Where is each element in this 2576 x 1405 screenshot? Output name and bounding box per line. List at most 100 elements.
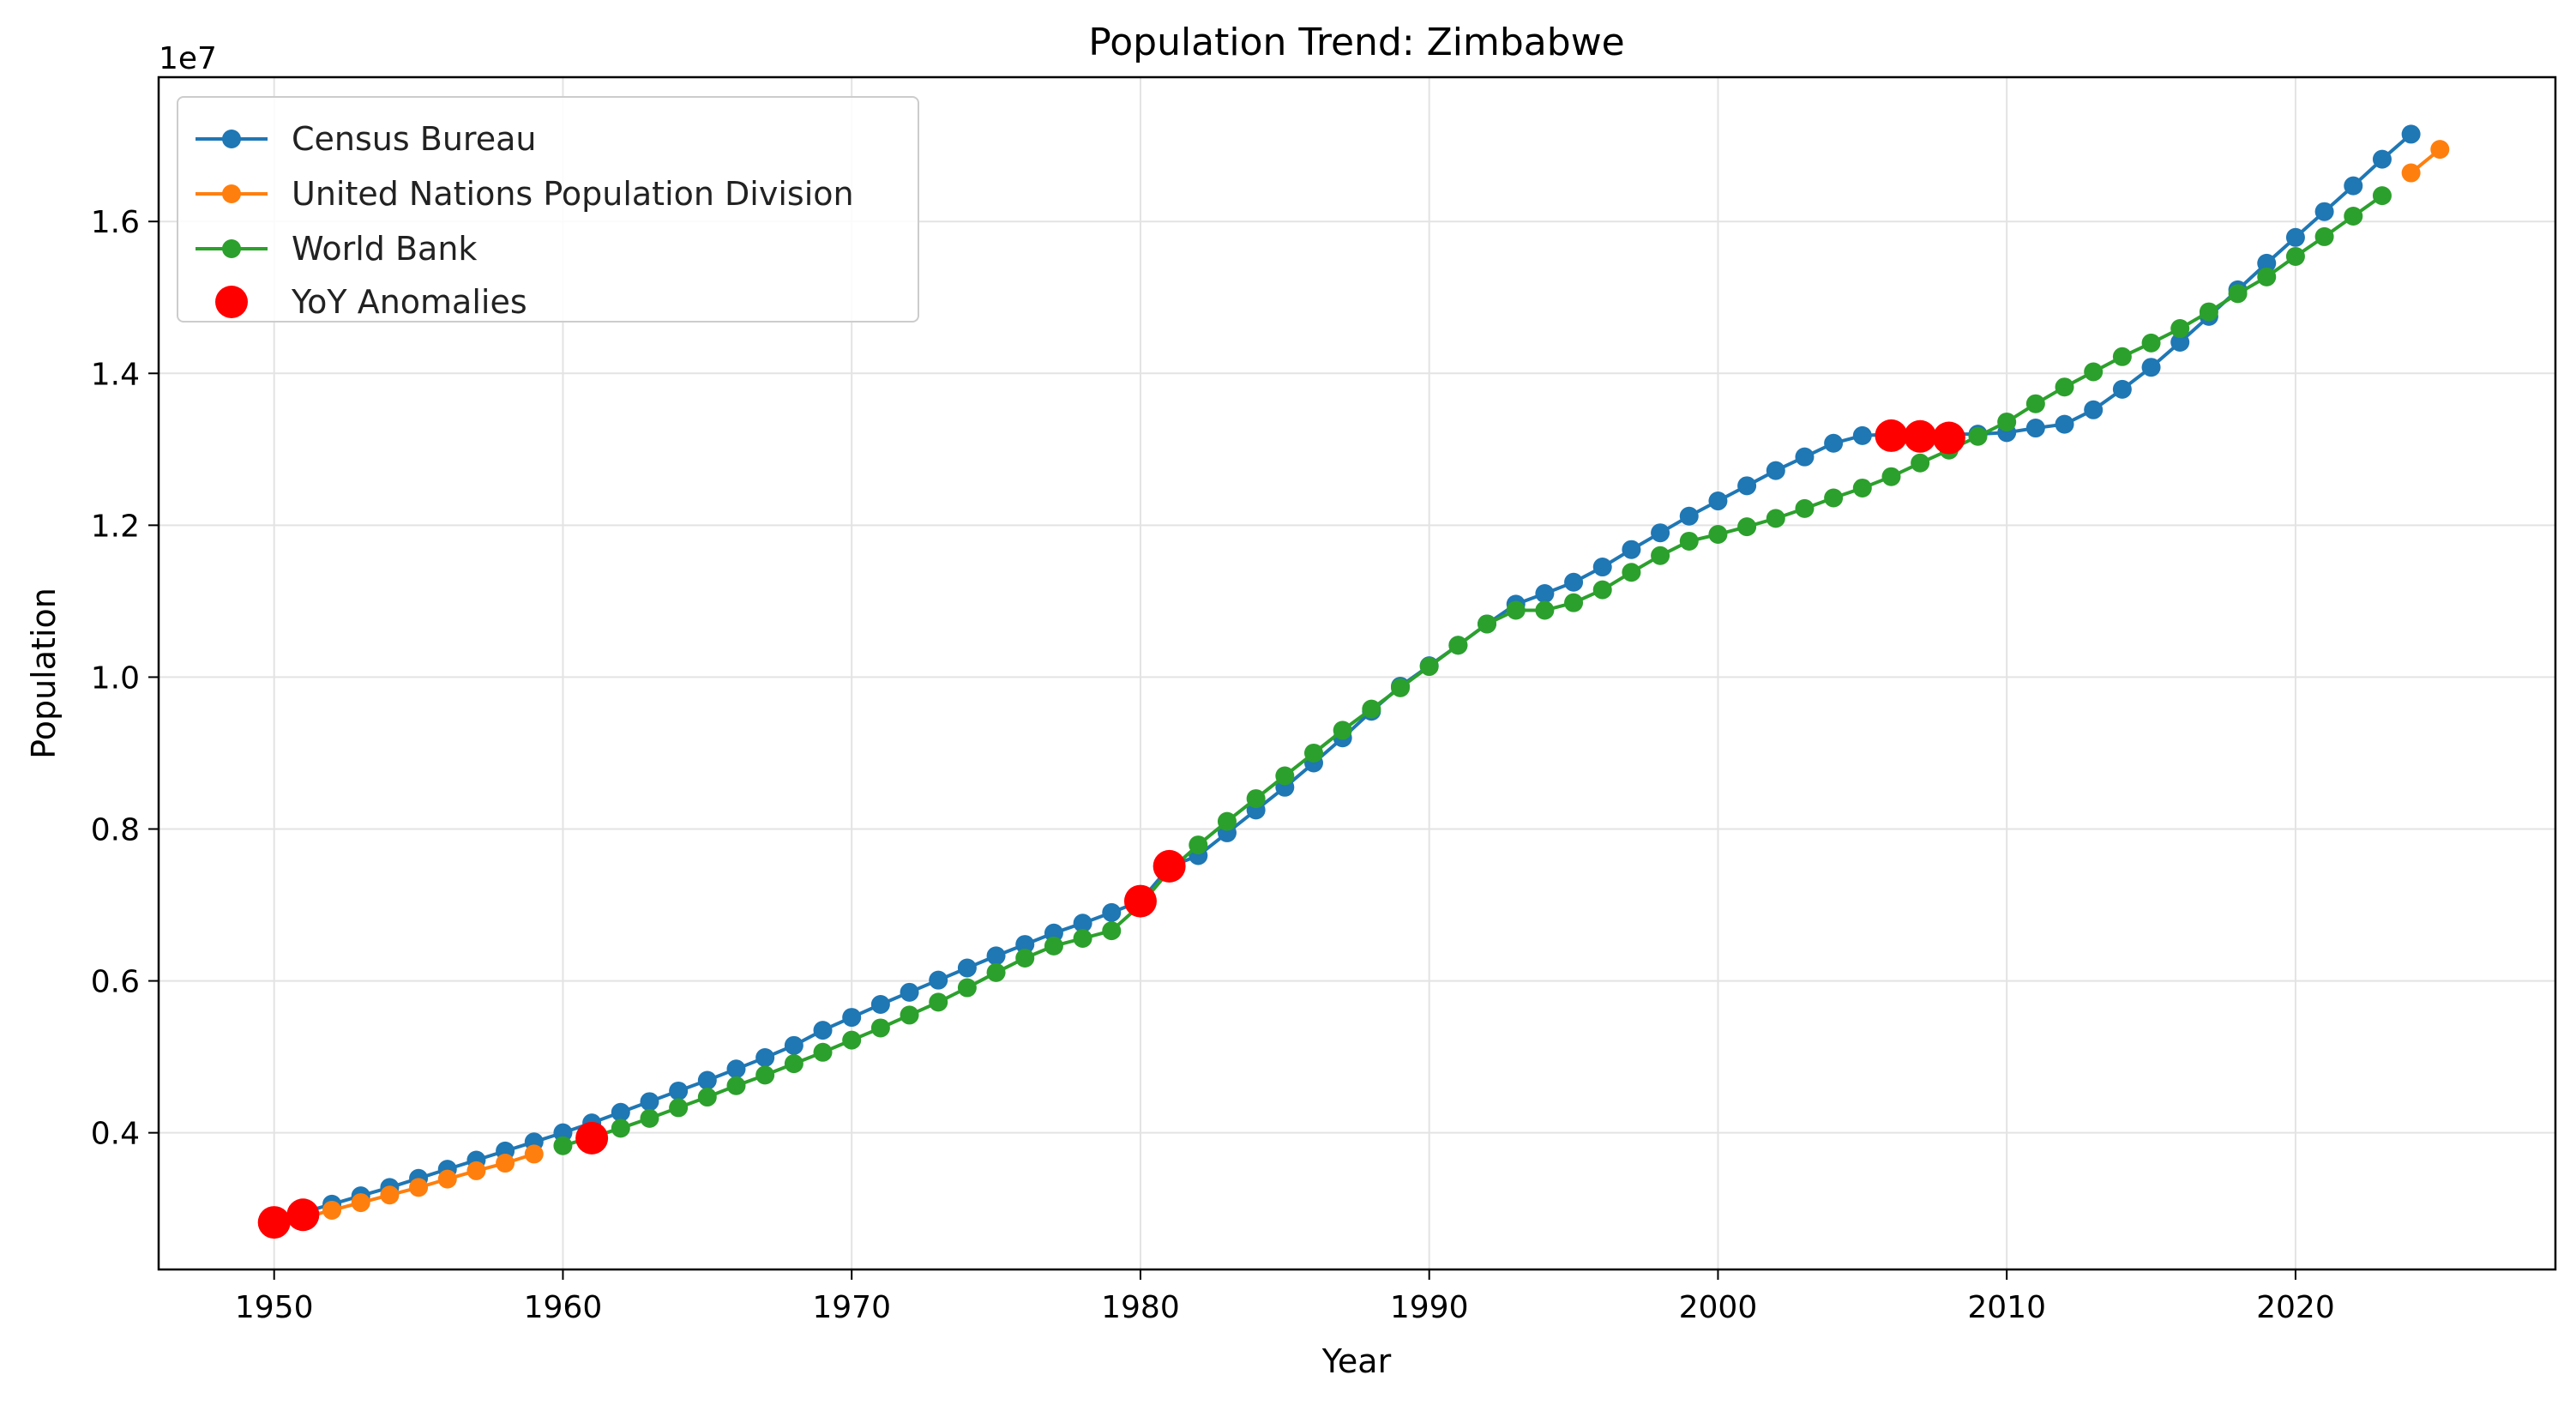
- data-point: [870, 995, 890, 1015]
- legend-swatch-anomalies: [215, 286, 248, 318]
- data-point: [1824, 433, 1844, 453]
- anomaly-point: [1123, 884, 1157, 918]
- data-point: [1535, 600, 1555, 620]
- data-point: [1968, 426, 1988, 446]
- data-point: [2199, 302, 2218, 322]
- data-point: [2112, 379, 2132, 399]
- x-tick-label: 1960: [524, 1290, 603, 1325]
- data-point: [2285, 227, 2305, 247]
- data-point: [1564, 593, 1584, 612]
- data-point: [1766, 509, 1785, 528]
- y-axis-offset-label: 1e7: [159, 41, 217, 76]
- data-point: [1448, 636, 1468, 655]
- data-point: [1708, 491, 1728, 511]
- data-point: [1015, 935, 1035, 955]
- y-tick-label: 1.2: [91, 509, 140, 544]
- data-point: [1737, 476, 1757, 496]
- anomaly-point: [1932, 421, 1965, 455]
- y-tick-label: 0.8: [91, 812, 140, 847]
- data-point: [2401, 163, 2421, 183]
- data-point: [813, 1021, 833, 1040]
- data-point: [2344, 207, 2363, 226]
- data-point: [2084, 362, 2104, 382]
- data-point: [669, 1081, 689, 1100]
- data-point: [2228, 284, 2248, 304]
- x-tick-label: 1950: [235, 1290, 314, 1325]
- data-point: [1795, 447, 1815, 467]
- data-point: [611, 1119, 630, 1138]
- data-point: [1303, 743, 1323, 763]
- series-line: [562, 194, 2384, 1148]
- y-tick-label: 0.4: [91, 1117, 140, 1152]
- data-point: [640, 1108, 659, 1128]
- data-point: [929, 970, 948, 990]
- data-point: [1737, 517, 1757, 537]
- data-point: [2430, 140, 2450, 160]
- data-point: [842, 1030, 862, 1050]
- data-point: [697, 1088, 717, 1107]
- data-point: [2112, 347, 2132, 366]
- data-point: [524, 1144, 544, 1164]
- data-point: [2372, 186, 2392, 206]
- data-point: [1592, 558, 1612, 577]
- data-point: [842, 1008, 862, 1028]
- data-point: [1824, 488, 1844, 508]
- series-2: [553, 186, 2392, 1155]
- legend-label-un: United Nations Population Division: [292, 175, 854, 213]
- data-point: [986, 962, 1006, 982]
- data-point: [1189, 835, 1208, 855]
- data-point: [2372, 149, 2392, 169]
- data-point: [1592, 580, 1612, 600]
- data-point: [1651, 523, 1670, 543]
- y-tick-label: 0.6: [91, 965, 140, 1000]
- data-point: [755, 1065, 775, 1085]
- data-point: [1073, 928, 1092, 948]
- legend-item-anomalies: YoY Anomalies: [178, 276, 918, 328]
- anomaly-point: [575, 1121, 609, 1155]
- data-point: [957, 958, 977, 978]
- anomaly-point: [1904, 419, 1937, 453]
- data-point: [1391, 678, 1411, 697]
- legend-label-census: Census Bureau: [292, 120, 537, 158]
- data-point: [553, 1123, 573, 1143]
- legend-swatch-census: [196, 130, 268, 148]
- data-point: [1333, 721, 1352, 740]
- data-point: [1246, 789, 1266, 809]
- data-point: [1506, 600, 1526, 620]
- data-point: [900, 982, 919, 1002]
- chart-legend: Census Bureau United Nations Population …: [177, 96, 919, 323]
- data-point: [2141, 333, 2161, 353]
- data-point: [1419, 657, 1439, 677]
- data-point: [2055, 377, 2074, 397]
- legend-item-un: United Nations Population Division: [178, 168, 918, 220]
- data-point: [2257, 267, 2277, 286]
- data-point: [726, 1059, 746, 1079]
- data-point: [1911, 453, 1930, 473]
- data-point: [1564, 572, 1584, 592]
- data-point: [1881, 467, 1901, 486]
- anomaly-point: [1153, 849, 1186, 883]
- data-point: [1622, 563, 1641, 582]
- legend-swatch-worldbank: [196, 239, 268, 258]
- data-point: [1651, 546, 1670, 565]
- data-point: [2055, 414, 2074, 434]
- data-point: [669, 1098, 689, 1118]
- anomaly-layer: [257, 419, 1965, 1239]
- data-point: [611, 1102, 630, 1122]
- x-axis-ticks: 1950 1960 1970 1980 1990 2000 2010 2020: [235, 1269, 2335, 1325]
- anomaly-point: [1875, 419, 1908, 452]
- y-axis-label: Population: [25, 588, 63, 759]
- data-point: [2344, 176, 2363, 196]
- data-point: [784, 1054, 803, 1074]
- data-point: [1708, 524, 1728, 544]
- legend-label-worldbank: World Bank: [292, 230, 478, 268]
- x-tick-label: 2010: [1967, 1290, 2046, 1325]
- data-point: [2141, 358, 2161, 377]
- data-point: [1766, 461, 1785, 480]
- data-point: [697, 1070, 717, 1090]
- data-point: [640, 1092, 659, 1112]
- data-point: [2401, 124, 2421, 144]
- legend-item-census: Census Bureau: [178, 113, 918, 165]
- x-tick-label: 1970: [812, 1290, 891, 1325]
